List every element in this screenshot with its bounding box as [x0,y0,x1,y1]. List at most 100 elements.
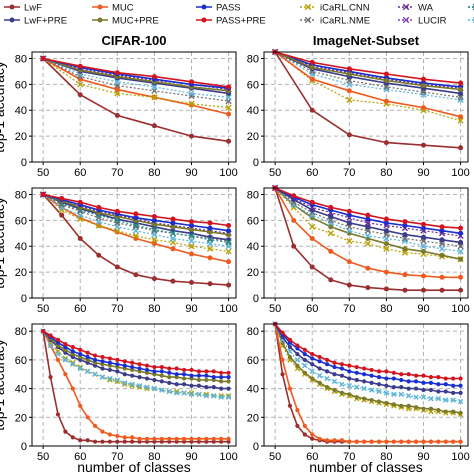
data-point [332,387,337,393]
data-point [402,246,408,252]
legend-label: PASS [216,3,241,14]
x-tick-label: 80 [148,167,160,179]
x-tick-label: 80 [380,167,392,179]
data-point [59,212,65,218]
data-point [122,363,127,368]
data-point [405,393,412,399]
series-pass [41,329,231,380]
data-point [458,114,464,120]
data-point [152,377,157,383]
data-point [189,367,194,373]
data-point [92,357,98,362]
data-point [77,92,83,98]
data-point [376,375,382,380]
legend-marker [402,16,410,24]
data-point [383,269,389,275]
legend-marker [97,4,103,10]
data-point [219,439,224,444]
data-point [137,366,142,371]
data-point [144,367,150,373]
series-muc [272,49,464,120]
legend-item-dr: DR [468,3,474,11]
data-point [347,376,352,381]
y-tick-label: 0 [21,441,27,453]
x-tick-label: 100 [451,303,469,315]
data-point [92,363,98,368]
column-title-imagenet-subset: ImageNet-Subset [313,33,420,48]
data-point [428,375,434,380]
data-point [391,439,396,444]
legend-label: iCaRL.CNN [320,3,370,14]
data-point [436,439,441,444]
data-point [406,372,411,377]
data-point [204,436,209,441]
data-point [92,423,98,429]
column-title-cifar100: CIFAR-100 [101,33,166,48]
data-point [383,83,390,91]
x-tick-label: 90 [185,303,197,315]
data-point [196,373,202,378]
x-tick-label: 50 [269,451,281,463]
data-point [173,390,180,396]
y-tick-label: 40 [15,384,27,396]
data-point [458,239,464,245]
data-point [166,388,172,395]
data-point [189,383,194,388]
data-point [226,386,231,391]
data-point [159,439,164,444]
data-point [420,89,427,96]
data-point [295,408,300,413]
data-point [365,265,371,271]
data-point [316,372,323,379]
data-point [428,439,434,444]
data-point [137,436,142,441]
data-point [226,232,232,238]
column-titles: CIFAR-100 ImageNet-Subset [101,33,419,48]
data-point [92,439,98,444]
data-point [369,380,374,385]
data-point [122,381,128,387]
data-point [420,273,426,279]
data-point [368,387,375,393]
data-point [458,383,463,388]
data-point [63,344,68,350]
data-point [188,90,195,97]
y-tick-label: 40 [15,241,27,253]
data-point [188,237,195,245]
data-point [107,367,112,373]
data-point [317,380,322,385]
data-point [439,252,445,258]
plot-frame [31,187,237,299]
data-point [151,241,157,247]
data-point [362,372,367,377]
data-point [62,355,69,362]
data-point [114,264,120,270]
legend-item-lwf-pre: LwF+PRE [4,16,67,27]
data-point [226,84,232,90]
data-point [100,354,105,360]
data-point [181,390,187,396]
data-point [63,341,68,347]
data-point [383,140,389,146]
data-point [391,376,396,381]
data-point [406,403,411,408]
series-line [274,51,461,101]
data-point [144,370,150,375]
data-point [280,357,285,362]
series-pass-pre [272,185,464,231]
data-point [188,279,194,285]
data-point [317,354,322,360]
x-tick-label: 70 [343,451,355,463]
data-point [70,354,75,360]
data-point [439,287,445,293]
data-point [70,349,75,354]
series-line [42,57,229,92]
data-point [226,259,232,265]
data-point [310,436,315,441]
data-point [328,277,334,283]
data-point [399,439,404,444]
data-point [439,237,445,243]
data-point [122,435,127,440]
series-line [274,51,461,149]
